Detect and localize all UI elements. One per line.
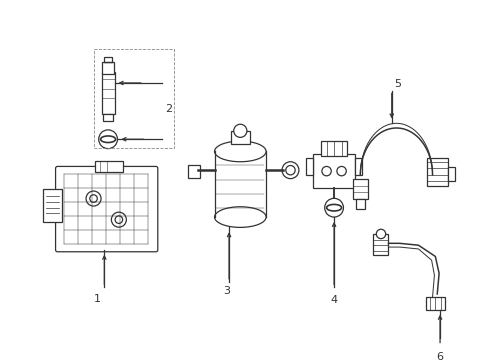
Text: 6: 6 xyxy=(437,352,443,360)
Bar xyxy=(306,158,314,175)
Bar xyxy=(426,297,445,310)
Bar xyxy=(102,62,114,73)
Circle shape xyxy=(337,166,346,176)
Bar xyxy=(101,72,115,114)
Text: 4: 4 xyxy=(331,294,338,305)
Bar xyxy=(373,234,389,255)
Circle shape xyxy=(111,212,126,227)
Bar xyxy=(188,165,199,178)
Circle shape xyxy=(115,216,122,224)
FancyBboxPatch shape xyxy=(55,166,158,252)
Circle shape xyxy=(234,124,247,138)
Circle shape xyxy=(282,162,299,179)
Text: 2: 2 xyxy=(166,104,172,114)
Ellipse shape xyxy=(215,141,266,162)
Ellipse shape xyxy=(215,207,266,228)
Circle shape xyxy=(98,130,118,149)
Bar xyxy=(231,131,250,144)
Text: 3: 3 xyxy=(223,286,231,296)
Bar xyxy=(353,179,368,199)
Bar xyxy=(44,189,62,222)
Ellipse shape xyxy=(326,204,342,211)
Bar xyxy=(321,141,347,156)
Circle shape xyxy=(325,198,343,217)
Bar xyxy=(103,114,113,121)
Bar xyxy=(447,167,455,180)
Circle shape xyxy=(322,166,331,176)
Circle shape xyxy=(286,166,295,175)
Circle shape xyxy=(376,229,386,239)
Bar xyxy=(356,199,365,209)
Circle shape xyxy=(90,195,98,202)
Text: 5: 5 xyxy=(394,79,401,89)
Bar xyxy=(94,49,174,148)
Bar xyxy=(427,158,447,186)
Text: 1: 1 xyxy=(94,294,101,303)
Bar xyxy=(95,161,123,172)
Circle shape xyxy=(86,191,101,206)
Ellipse shape xyxy=(100,136,116,143)
Bar xyxy=(314,154,355,188)
Bar xyxy=(355,158,362,175)
Bar xyxy=(104,57,112,62)
